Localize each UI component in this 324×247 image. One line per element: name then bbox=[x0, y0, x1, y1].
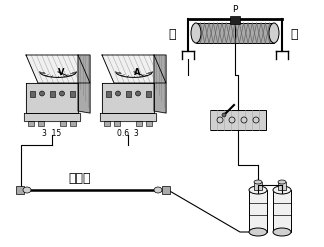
Bar bbox=[114, 121, 120, 126]
Circle shape bbox=[40, 91, 44, 96]
Circle shape bbox=[60, 91, 64, 96]
Text: P: P bbox=[232, 5, 238, 14]
Bar bbox=[210, 110, 266, 130]
Text: 0.6  3: 0.6 3 bbox=[117, 129, 139, 138]
Circle shape bbox=[253, 117, 259, 123]
Text: 金属丝: 金属丝 bbox=[69, 171, 91, 185]
Polygon shape bbox=[78, 55, 90, 113]
Bar bbox=[278, 182, 286, 190]
Bar bbox=[254, 182, 262, 190]
Text: V: V bbox=[58, 68, 64, 77]
Polygon shape bbox=[102, 83, 154, 113]
Ellipse shape bbox=[273, 186, 291, 194]
Circle shape bbox=[135, 91, 141, 96]
Bar bbox=[70, 121, 76, 126]
Polygon shape bbox=[102, 55, 166, 83]
Bar bbox=[230, 16, 240, 24]
Bar bbox=[38, 121, 44, 126]
Bar bbox=[136, 121, 142, 126]
Ellipse shape bbox=[273, 228, 291, 236]
Text: 右: 右 bbox=[290, 28, 298, 41]
Bar bbox=[60, 121, 66, 126]
Ellipse shape bbox=[191, 23, 201, 43]
Circle shape bbox=[115, 91, 121, 96]
Bar bbox=[162, 186, 170, 194]
Bar bbox=[196, 23, 274, 43]
Polygon shape bbox=[26, 55, 90, 83]
Ellipse shape bbox=[278, 180, 286, 184]
Polygon shape bbox=[154, 55, 166, 113]
Ellipse shape bbox=[254, 180, 262, 184]
Polygon shape bbox=[100, 113, 156, 121]
Circle shape bbox=[217, 117, 223, 123]
Bar bbox=[16, 186, 24, 194]
Polygon shape bbox=[26, 83, 78, 113]
Bar bbox=[104, 121, 110, 126]
Ellipse shape bbox=[154, 187, 162, 193]
Text: A: A bbox=[134, 68, 140, 77]
Bar bbox=[70, 90, 75, 97]
Ellipse shape bbox=[249, 228, 267, 236]
Bar bbox=[145, 90, 151, 97]
Ellipse shape bbox=[269, 23, 279, 43]
Ellipse shape bbox=[23, 187, 31, 193]
Polygon shape bbox=[24, 113, 80, 121]
Circle shape bbox=[241, 117, 247, 123]
Bar bbox=[106, 90, 110, 97]
Text: 左: 左 bbox=[168, 28, 176, 41]
Circle shape bbox=[222, 113, 226, 117]
Bar bbox=[50, 90, 54, 97]
Bar bbox=[125, 90, 131, 97]
Bar bbox=[28, 121, 34, 126]
Ellipse shape bbox=[249, 186, 267, 194]
Bar bbox=[249, 190, 267, 232]
Bar bbox=[29, 90, 34, 97]
Text: 3  15: 3 15 bbox=[42, 129, 62, 138]
Bar bbox=[146, 121, 152, 126]
Circle shape bbox=[229, 117, 235, 123]
Bar bbox=[273, 190, 291, 232]
